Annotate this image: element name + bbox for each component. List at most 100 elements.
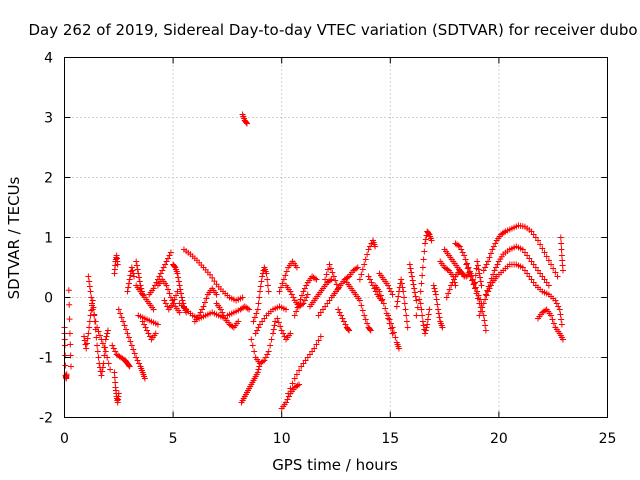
data-point (62, 362, 69, 369)
y-tick-label: 0 (44, 291, 53, 307)
x-tick-label: 0 (60, 431, 69, 447)
data-point (333, 281, 340, 288)
data-point (130, 346, 137, 353)
data-point (81, 333, 88, 340)
data-point (301, 285, 308, 292)
data-point (475, 266, 482, 273)
data-point (142, 324, 149, 331)
data-point (420, 256, 427, 263)
data-point (410, 281, 417, 288)
data-point (67, 352, 74, 359)
data-point (104, 327, 111, 334)
data-point (392, 334, 399, 341)
data-point (291, 375, 298, 382)
x-axis-label: GPS time / hours (272, 456, 398, 474)
data-point (89, 297, 96, 304)
data-point (171, 296, 178, 303)
data-point (424, 316, 431, 323)
data-point (359, 307, 366, 314)
data-point (487, 250, 494, 257)
data-point (356, 276, 363, 283)
data-point (500, 229, 507, 236)
data-point (159, 267, 166, 274)
data-point (395, 293, 402, 300)
data-point (315, 337, 322, 344)
data-point (293, 264, 300, 271)
x-tick-label: 15 (381, 431, 399, 447)
data-point (340, 318, 347, 325)
data-point (98, 372, 105, 379)
data-point (139, 291, 146, 298)
data-point (493, 264, 500, 271)
data-point (467, 273, 474, 280)
data-point (386, 285, 393, 292)
data-point (393, 303, 400, 310)
data-point (293, 371, 300, 378)
data-point (177, 286, 184, 293)
data-point (388, 320, 395, 327)
data-point (550, 320, 557, 327)
data-point (412, 293, 419, 300)
data-point (394, 298, 401, 305)
x-tick-label: 5 (169, 431, 178, 447)
data-point (83, 340, 90, 347)
data-point (162, 261, 169, 268)
data-point (294, 304, 301, 311)
y-tick-label: -1 (39, 351, 53, 367)
data-point (262, 354, 269, 361)
data-point (356, 297, 363, 304)
data-point (424, 321, 431, 328)
data-point (264, 351, 271, 358)
data-point (487, 282, 494, 289)
data-point (112, 348, 119, 355)
data-point (476, 270, 483, 277)
data-point (550, 265, 557, 272)
data-point (131, 273, 138, 280)
data-point (436, 314, 443, 321)
data-point (86, 318, 93, 325)
data-point (85, 273, 92, 280)
data-point (432, 291, 439, 298)
chart-title: Day 262 of 2019, Sidereal Day-to-day VTE… (28, 21, 637, 39)
data-point (200, 303, 207, 310)
data-point (322, 276, 329, 283)
data-point (280, 330, 287, 337)
data-point (235, 318, 242, 325)
data-point (131, 350, 138, 357)
data-point (353, 265, 360, 272)
data-point (157, 270, 164, 277)
data-point (358, 271, 365, 278)
data-point (317, 333, 324, 340)
data-point (134, 266, 141, 273)
data-point (407, 265, 414, 272)
data-point (489, 246, 496, 253)
data-point (156, 273, 163, 280)
data-point (276, 288, 283, 295)
data-point (86, 278, 93, 285)
data-point (304, 291, 311, 298)
data-point (91, 312, 98, 319)
data-point (130, 270, 137, 277)
data-point (421, 248, 428, 255)
data-point (325, 266, 332, 273)
data-point (164, 303, 171, 310)
data-point (301, 297, 308, 304)
data-point (485, 288, 492, 295)
data-point (480, 267, 487, 274)
data-point (418, 280, 425, 287)
data-point (129, 267, 136, 274)
data-point (176, 282, 183, 289)
data-point (552, 297, 559, 304)
data-point (82, 341, 89, 348)
data-point (229, 323, 236, 330)
data-point (464, 260, 471, 267)
data-point (175, 278, 182, 285)
data-point (257, 283, 264, 290)
data-point (445, 290, 452, 297)
data-point (439, 324, 446, 331)
data-point (115, 306, 122, 313)
data-point (329, 269, 336, 276)
data-point (474, 262, 481, 269)
y-tick-label: 3 (44, 111, 53, 127)
